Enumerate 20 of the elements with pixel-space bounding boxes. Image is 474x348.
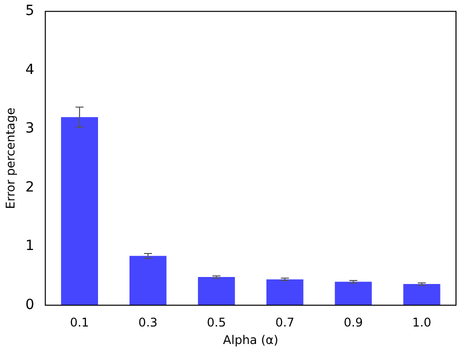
y-tick-label: 2 bbox=[25, 179, 34, 196]
bar bbox=[334, 282, 372, 306]
y-axis-title: Error percentage bbox=[3, 108, 18, 209]
y-tick-label: 3 bbox=[25, 120, 34, 137]
x-axis-title: Alpha (α) bbox=[223, 332, 278, 347]
bar bbox=[61, 117, 98, 306]
bar bbox=[198, 276, 235, 306]
y-tick-label: 5 bbox=[25, 3, 34, 20]
bar bbox=[130, 256, 166, 306]
y-tick-label: 0 bbox=[25, 296, 34, 313]
y-tick-label: 4 bbox=[25, 62, 34, 78]
bar bbox=[403, 284, 440, 306]
x-tick-label: 0.9 bbox=[344, 316, 363, 330]
x-tick-label: 0.1 bbox=[70, 316, 90, 330]
x-tick-label: 1.0 bbox=[412, 316, 432, 330]
x-tick-label: 0.5 bbox=[206, 316, 226, 330]
x-tick-label: 0.7 bbox=[275, 316, 294, 330]
y-tick-label: 1 bbox=[25, 238, 34, 254]
bar bbox=[266, 279, 304, 306]
x-tick-label: 0.3 bbox=[138, 316, 158, 330]
